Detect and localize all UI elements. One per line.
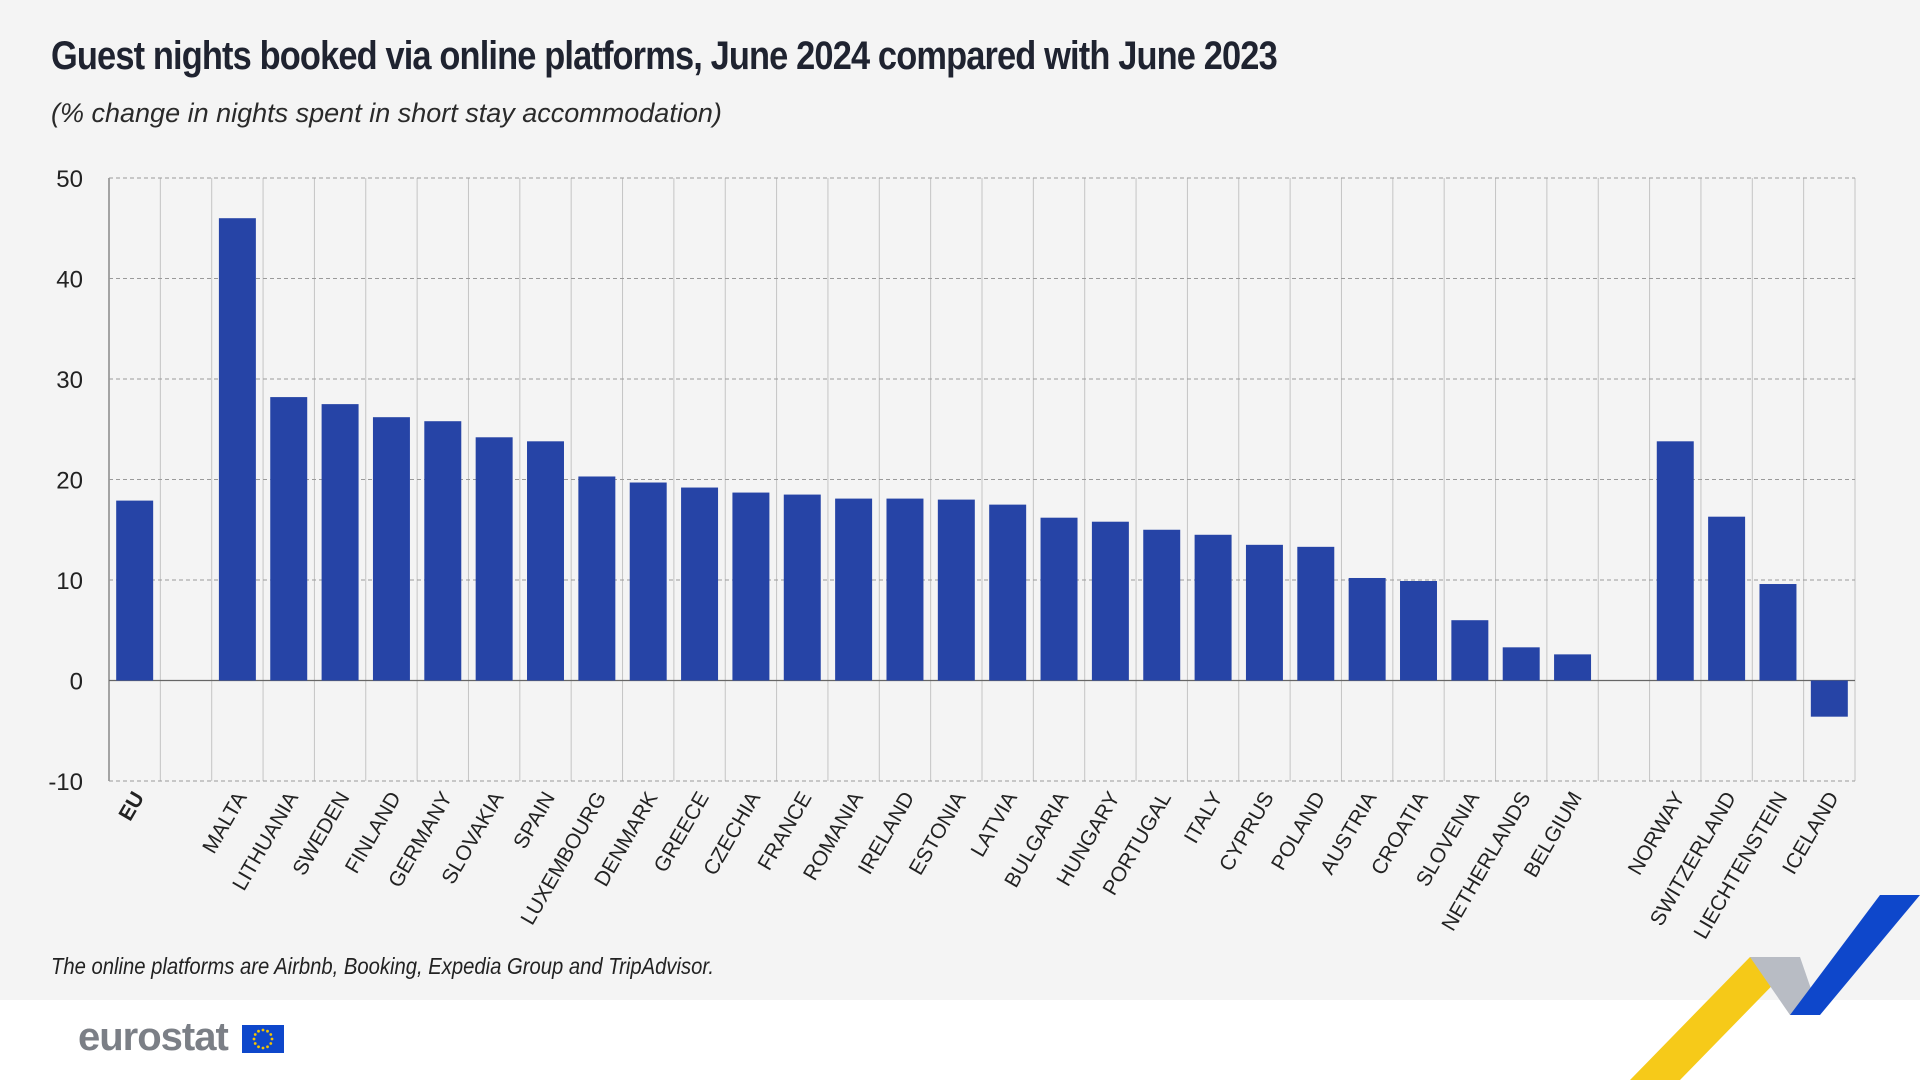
x-axis-labels: EU MALTALITHUANIASWEDENFINLANDGERMANYSLOV… (114, 788, 1843, 943)
star-icon (270, 1038, 274, 1041)
y-tick-label: 50 (56, 166, 83, 193)
bar-sweden (321, 404, 359, 681)
bar-poland (1297, 546, 1335, 681)
decorative-ribbon-icon (1630, 895, 1920, 1080)
bar-slovenia (1451, 620, 1489, 681)
bar-austria (1348, 577, 1386, 681)
bar-romania (835, 498, 873, 681)
bar-netherlands (1502, 647, 1540, 681)
bar-spain (527, 441, 564, 681)
y-tick-label: 10 (56, 568, 83, 595)
bar-slovakia (475, 437, 513, 681)
bar-portugal (1143, 529, 1181, 681)
bar-belgium (1554, 654, 1592, 681)
star-icon (261, 1029, 265, 1032)
y-tick-label: -10 (48, 769, 83, 796)
bar-germany (424, 421, 462, 681)
bar-liechtenstein (1759, 584, 1797, 681)
y-tick-label: 0 (70, 669, 83, 696)
bar-denmark (629, 482, 667, 681)
bar-malta (218, 218, 256, 681)
bar-switzerland (1708, 516, 1746, 681)
chart-subtitle: (% change in nights spent in short stay … (51, 98, 722, 128)
bar-norway (1656, 441, 1694, 681)
bar-hungary (1091, 521, 1129, 681)
star-icon (269, 1033, 273, 1037)
star-icon (257, 1045, 260, 1049)
bar-finland (372, 417, 410, 681)
x-label-latvia: LATVIA (967, 788, 1022, 861)
bar-iceland (1810, 680, 1848, 717)
bar-france (783, 494, 821, 681)
bar-eu (116, 500, 154, 681)
y-tick-label: 20 (56, 468, 83, 495)
footer-band (0, 1000, 1920, 1080)
x-label-spain: SPAIN (509, 788, 560, 853)
bar-ireland (886, 498, 924, 681)
gridlines (108, 177, 1856, 782)
y-axis-ticks: 50 40 30 20 10 0 -10 (48, 166, 83, 796)
y-tick-label: 40 (56, 267, 83, 294)
x-label-malta: MALTA (198, 788, 251, 857)
bar-croatia (1400, 581, 1437, 681)
eu-flag-icon (241, 1025, 284, 1054)
chart-title: Guest nights booked via online platforms… (51, 34, 1278, 78)
bar-estonia (937, 499, 975, 681)
star-icon (253, 1033, 257, 1037)
star-icon (257, 1030, 260, 1034)
x-label-italy: ITALY (1180, 788, 1228, 847)
star-icon (269, 1042, 273, 1046)
footnote: The online platforms are Airbnb, Booking… (51, 953, 715, 979)
bar-greece (681, 487, 719, 681)
bar-bulgaria (1040, 517, 1078, 681)
star-icon (266, 1045, 269, 1049)
bar-latvia (989, 504, 1027, 681)
bars (116, 218, 1848, 717)
star-icon (253, 1042, 257, 1046)
bar-czechia (732, 492, 770, 681)
star-icon (266, 1030, 269, 1034)
y-tick-label: 30 (56, 367, 83, 394)
bar-lithuania (270, 397, 308, 681)
star-icon (252, 1038, 256, 1041)
bar-luxembourg (578, 476, 616, 681)
bar-italy (1194, 534, 1232, 681)
x-label-eu: EU (114, 788, 149, 825)
logo-text: eurostat (78, 1015, 229, 1059)
eurostat-logo: eurostat (78, 1015, 284, 1060)
star-icon (261, 1047, 265, 1050)
bar-cyprus (1245, 544, 1283, 681)
